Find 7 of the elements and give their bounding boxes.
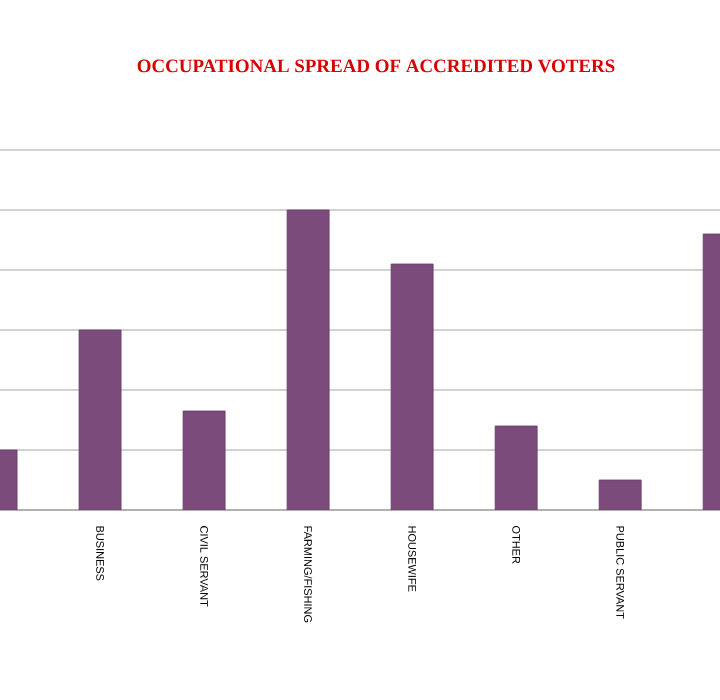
bar <box>390 263 434 510</box>
bar <box>78 329 122 510</box>
bar <box>494 425 538 510</box>
bar <box>598 479 642 510</box>
chart-title: OCCUPATIONAL SPREAD OF ACCREDITED VOTERS <box>137 59 615 73</box>
bar <box>182 410 226 510</box>
bar <box>286 209 330 510</box>
